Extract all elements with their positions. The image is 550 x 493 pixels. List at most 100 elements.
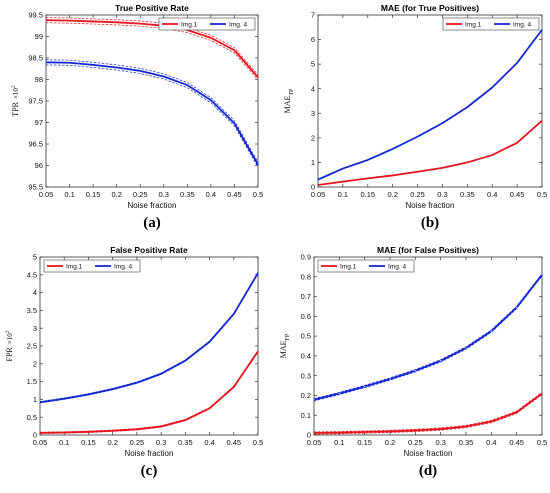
y-tick-label: 0.5 <box>27 413 37 422</box>
y-axis-label: MAEFP <box>279 333 291 358</box>
legend-label: Img.1 <box>181 21 198 28</box>
data-point <box>540 273 544 276</box>
y-tick-label: 98 <box>35 75 43 84</box>
y-tick-label: 1.5 <box>27 377 37 386</box>
y-tick-label: 5 <box>311 60 315 69</box>
data-point <box>388 377 392 381</box>
y-axis-multiplier-exponent: 2 <box>11 85 17 88</box>
legend: Img.1 Img. 4 <box>43 259 141 273</box>
y-tick-label: 0.7 <box>301 292 311 301</box>
x-tick-label: 0.15 <box>86 190 101 199</box>
x-tick-label: 0.3 <box>437 190 447 199</box>
legend-box <box>442 17 540 31</box>
x-tick-label: 0.1 <box>64 190 74 199</box>
y-tick-label: 2 <box>33 359 37 368</box>
y-tick-label: 2.5 <box>27 342 37 351</box>
series-band-line <box>313 273 543 399</box>
x-tick-label: 0.25 <box>410 190 425 199</box>
y-axis-label: FPR ×102 <box>5 330 14 361</box>
x-tick-label: 0.1 <box>334 438 344 447</box>
legend-label: Img. 4 <box>513 21 531 28</box>
x-tick-label: 0.15 <box>360 190 375 199</box>
y-tick-label: 0 <box>307 431 311 440</box>
y-tick-label: 98.5 <box>28 54 43 63</box>
series-line <box>313 274 543 401</box>
y-tick-label: 2 <box>311 133 315 142</box>
y-tick-label: 6 <box>311 35 315 44</box>
x-tick-label: 0.1 <box>338 190 348 199</box>
y-tick-label: 0.4 <box>301 351 311 360</box>
y-tick-label: 97 <box>35 118 43 127</box>
x-tick-label: 0.05 <box>33 438 48 447</box>
panel-label: (a) <box>143 215 161 231</box>
legend: Img.1 Img. 4 <box>317 259 415 273</box>
y-axis-label-text: TPR <box>11 101 20 116</box>
x-axis-label: Noise fraction <box>128 201 177 210</box>
y-tick-label: 0.3 <box>301 371 311 380</box>
y-tick-label: 4 <box>311 84 315 93</box>
x-tick-label: 0.45 <box>227 190 242 199</box>
y-tick-label: 96 <box>35 161 43 170</box>
x-tick-label: 0.25 <box>130 438 145 447</box>
x-tick-label: 0.25 <box>408 438 423 447</box>
series-band-line <box>45 64 259 168</box>
chart-panel: True Positive Rate 0.05 0.1 0.15 0.2 0.25 0.3 0… <box>11 3 263 231</box>
y-tick-label: 95.5 <box>28 183 43 192</box>
series-line <box>45 19 259 78</box>
x-tick-label: 0.4 <box>487 190 497 199</box>
y-tick-label: 0.2 <box>301 391 311 400</box>
data-point <box>439 359 442 362</box>
data-point <box>464 346 468 350</box>
series-band-line <box>39 350 259 433</box>
x-tick-label: 0.5 <box>253 438 263 447</box>
x-tick-label: 0.45 <box>226 438 241 447</box>
y-tick-label: 3.5 <box>27 306 37 315</box>
x-tick-label: 0.35 <box>180 190 195 199</box>
y-tick-label: 3 <box>311 109 315 118</box>
data-point <box>338 392 341 395</box>
x-tick-label: 0.2 <box>107 438 117 447</box>
x-tick-label: 0.2 <box>111 190 121 199</box>
chart-title: MAE (for True Positives) <box>381 3 479 13</box>
x-tick-label: 0.5 <box>537 190 547 199</box>
x-tick-label: 0.45 <box>510 190 525 199</box>
plot-area <box>313 256 543 436</box>
y-tick-label: 4 <box>33 288 37 297</box>
y-tick-label: 0 <box>33 431 37 440</box>
series-band-line <box>45 59 259 163</box>
legend-box <box>158 17 256 31</box>
y-tick-label: 1 <box>311 158 315 167</box>
series-band-line <box>313 275 543 402</box>
legend-label: Img. 4 <box>229 21 247 28</box>
legend: Img.1 Img. 4 <box>442 17 540 31</box>
chart-panel: False Positive Rate 0.05 0.1 0.15 0.2 0.25 0.3… <box>5 245 263 479</box>
x-tick-label: 0.25 <box>133 190 148 199</box>
x-tick-label: 0.3 <box>159 190 169 199</box>
series-band-line <box>45 22 259 81</box>
x-tick-label: 0.4 <box>204 438 214 447</box>
y-axis-label-text: MAE <box>283 96 292 114</box>
series-line <box>39 350 259 434</box>
legend-box <box>43 259 141 273</box>
legend-label: Img.1 <box>465 21 482 28</box>
panel-label: (b) <box>421 215 439 231</box>
x-tick-label: 0.35 <box>459 438 474 447</box>
panel-label: (d) <box>419 463 437 479</box>
x-tick-label: 0.35 <box>178 438 193 447</box>
x-tick-label: 0.1 <box>59 438 69 447</box>
x-tick-label: 0.05 <box>307 438 322 447</box>
legend-label: Img. 4 <box>114 263 132 270</box>
legend-label: Img.1 <box>66 263 83 270</box>
data-point <box>414 369 417 372</box>
series-band-line <box>39 272 259 402</box>
y-axis-label-subscript: FP <box>285 333 291 340</box>
legend-label: Img. 4 <box>388 263 406 270</box>
y-tick-label: 0.8 <box>301 272 311 281</box>
data-point <box>515 306 518 309</box>
y-tick-label: 97.5 <box>28 97 43 106</box>
series-line <box>45 61 259 166</box>
y-tick-label: 4.5 <box>27 270 37 279</box>
data-point <box>490 330 493 333</box>
series-band-line <box>313 391 543 433</box>
